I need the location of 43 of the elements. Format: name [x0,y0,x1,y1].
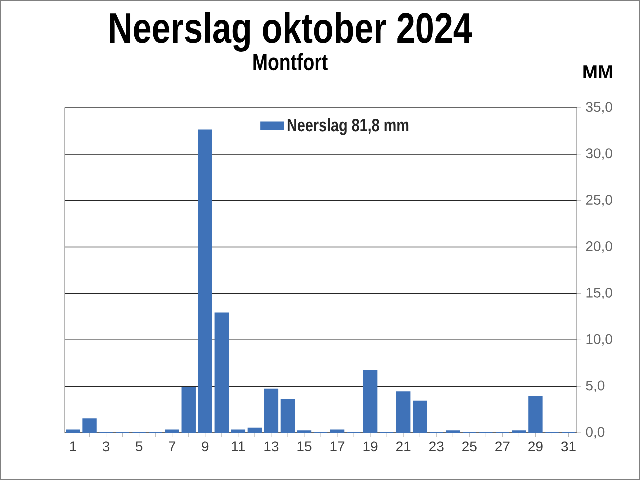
bar [330,430,345,434]
y-tick-label: 30,0 [586,148,612,160]
bar [82,418,97,434]
chart-title: Neerslag oktober 2024 [110,12,472,52]
x-tick-label: 9 [202,442,209,452]
y-tick-label: 5,0 [586,380,605,392]
x-tick-label: 17 [330,442,345,452]
bar [264,388,279,434]
y-tick-label: 0,0 [586,427,605,439]
x-tick-label: 23 [430,442,444,452]
bar [182,387,196,434]
y-tick-label: 35,0 [586,102,612,114]
legend-label: Neerslag 81,8 mm [288,118,409,136]
x-tick-label: 25 [462,442,477,452]
x-tick-label: 15 [298,442,312,452]
y-axis-title: MM [584,66,612,78]
x-tick-label: 3 [102,442,110,452]
bar [214,312,230,434]
x-tick-label: 19 [364,442,378,452]
chart-subtitle: Montfort [254,53,328,71]
bar [396,392,411,434]
bar [528,396,543,434]
y-tick-label: 25,0 [586,195,612,207]
bar [198,130,212,434]
y-tick-label: 20,0 [586,242,612,254]
bar [248,428,262,434]
x-tick-label: 13 [264,442,279,452]
x-tick-label: 31 [561,442,576,452]
bar [280,399,296,434]
bar [231,430,246,434]
bar [165,430,180,434]
x-tick-label: 1 [70,442,76,452]
x-tick-label: 27 [496,442,510,452]
x-tick-label: 21 [396,442,411,452]
x-tick-label: 29 [528,442,543,452]
y-tick-label: 15,0 [586,288,612,300]
x-tick-label: 5 [136,442,143,452]
bar [363,370,378,434]
x-tick-label: 11 [232,442,245,452]
bar [412,400,428,434]
bar [66,430,80,434]
x-tick-label: 7 [169,442,176,452]
y-tick-label: 10,0 [586,334,612,346]
